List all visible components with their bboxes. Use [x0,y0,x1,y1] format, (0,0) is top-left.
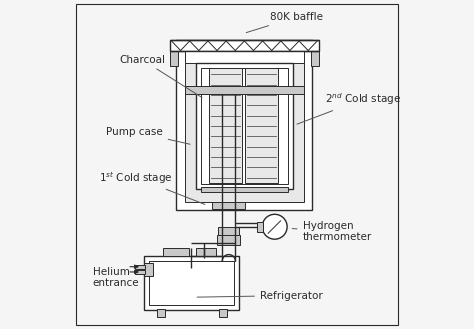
Bar [176,40,312,210]
Bar [136,270,145,274]
Bar [219,309,227,317]
Text: 2$^{nd}$ Cold stage: 2$^{nd}$ Cold stage [297,91,401,124]
Bar [184,86,304,94]
Text: Hydrogen
thermometer: Hydrogen thermometer [292,221,372,242]
Text: Refrigerator: Refrigerator [197,291,323,301]
Bar [209,68,242,183]
Text: Pump case: Pump case [106,127,190,144]
Bar [163,248,190,256]
Circle shape [262,214,287,239]
Bar [184,51,304,63]
Bar [148,261,234,305]
Text: Helium
entrance: Helium entrance [93,267,139,288]
Bar [157,309,165,317]
Bar [212,202,245,209]
Bar [136,265,145,269]
Bar [218,235,240,245]
Bar [184,55,304,202]
Bar [144,256,238,310]
Bar [201,68,288,184]
Bar [170,51,178,66]
Bar [219,227,239,235]
Bar [311,51,319,66]
Bar [196,248,216,256]
Text: Charcoal: Charcoal [119,55,202,97]
Bar [245,68,278,183]
Text: 1$^{st}$ Cold stage: 1$^{st}$ Cold stage [100,170,205,204]
Text: 80K baffle: 80K baffle [246,12,323,33]
Bar [170,40,319,51]
Bar [201,188,288,192]
Bar [144,263,154,276]
Bar [257,222,263,232]
Bar [196,63,292,189]
